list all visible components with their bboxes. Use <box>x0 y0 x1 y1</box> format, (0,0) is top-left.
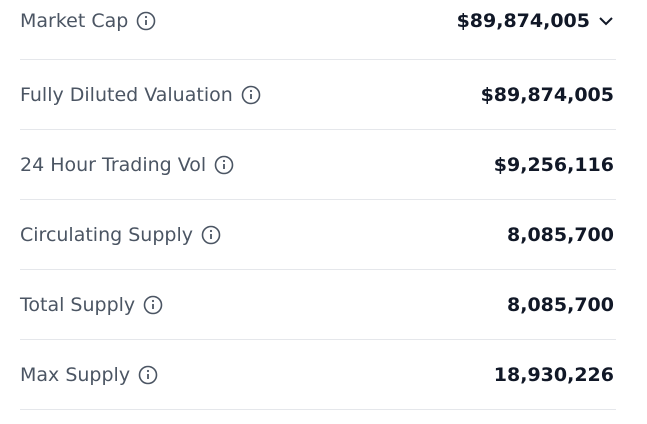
expand-chevron[interactable] <box>590 11 616 31</box>
stat-label: Total Supply <box>20 294 163 316</box>
value-text: $9,256,116 <box>493 153 614 176</box>
stat-row: Fully Diluted Valuation $89,874,005 <box>20 60 616 130</box>
stat-label: Circulating Supply <box>20 224 221 246</box>
value-text: $89,874,005 <box>480 83 614 106</box>
stats-list: Market Cap $89,874,005 Fully Diluted Valua… <box>20 0 616 410</box>
info-icon[interactable] <box>136 11 156 31</box>
info-icon[interactable] <box>143 295 163 315</box>
label-text: 24 Hour Trading Vol <box>20 153 207 176</box>
stat-value: 8,085,700 <box>507 224 616 246</box>
label-text: Market Cap <box>20 10 129 32</box>
info-icon[interactable] <box>214 155 234 175</box>
info-icon[interactable] <box>241 85 261 105</box>
info-icon[interactable] <box>138 365 158 385</box>
value-text: 8,085,700 <box>507 293 614 316</box>
stat-label: Max Supply <box>20 364 158 386</box>
stat-label: Market Cap <box>20 10 156 32</box>
stat-row: Circulating Supply 8,085,700 <box>20 200 616 270</box>
stat-label: 24 Hour Trading Vol <box>20 154 234 176</box>
stat-value: $89,874,005 <box>481 84 616 106</box>
stat-row: Max Supply 18,930,226 <box>20 340 616 410</box>
value-text: 18,930,226 <box>493 363 614 386</box>
label-text: Max Supply <box>20 363 131 386</box>
stat-row: 24 Hour Trading Vol $9,256,116 <box>20 130 616 200</box>
stat-value[interactable]: $89,874,005 <box>457 10 616 32</box>
stat-row: Market Cap $89,874,005 <box>20 0 616 60</box>
info-icon[interactable] <box>201 225 221 245</box>
label-text: Circulating Supply <box>20 223 193 246</box>
value-text: $89,874,005 <box>456 10 590 32</box>
value-text: 8,085,700 <box>507 223 614 246</box>
stat-row: Total Supply 8,085,700 <box>20 270 616 340</box>
stat-value: $9,256,116 <box>494 154 616 176</box>
stat-value: 8,085,700 <box>507 294 616 316</box>
stat-value: 18,930,226 <box>494 364 616 386</box>
label-text: Fully Diluted Valuation <box>20 83 233 106</box>
label-text: Total Supply <box>20 293 136 316</box>
stat-label: Fully Diluted Valuation <box>20 84 261 106</box>
